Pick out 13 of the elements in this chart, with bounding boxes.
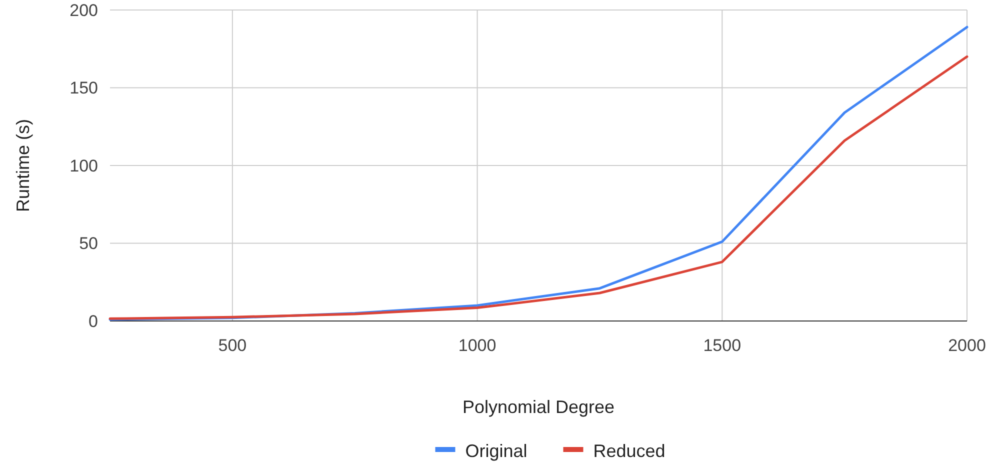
x-tick-label: 2000 <box>948 336 986 355</box>
x-tick-label: 1000 <box>458 336 496 355</box>
y-tick-label: 100 <box>70 156 98 176</box>
y-tick-label: 200 <box>70 0 98 20</box>
y-axis-title: Runtime (s) <box>13 118 33 212</box>
x-axis-title: Polynomial Degree <box>462 397 615 417</box>
legend-label: Reduced <box>593 440 666 461</box>
legend-label: Original <box>465 440 528 461</box>
y-tick-label: 0 <box>88 312 98 331</box>
x-tick-label: 500 <box>218 336 247 355</box>
y-tick-label: 150 <box>70 78 98 98</box>
x-tick-label: 1500 <box>703 336 742 355</box>
y-tick-label: 50 <box>79 234 98 254</box>
